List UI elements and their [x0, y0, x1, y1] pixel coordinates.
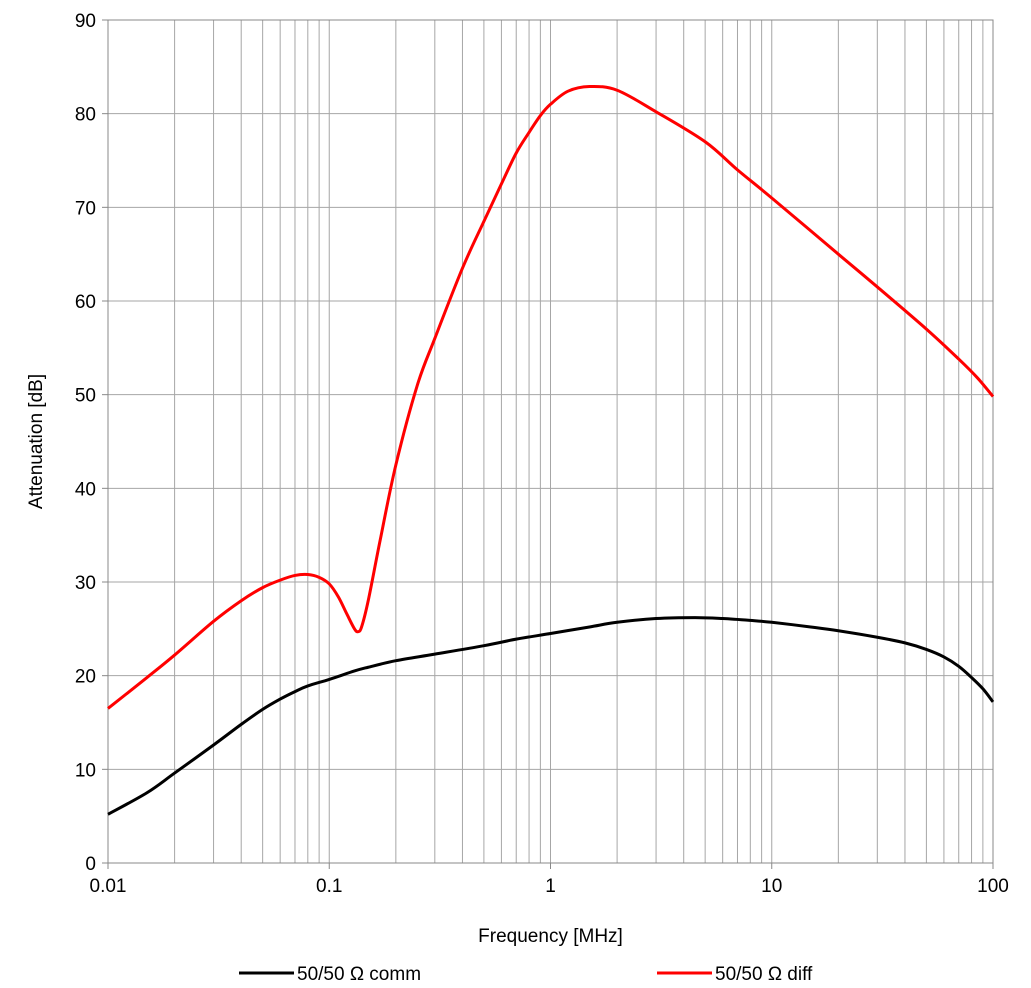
y-axis-title: Attenuation [dB] [26, 374, 47, 509]
series-line-diff [107, 84, 995, 710]
y-tick-label: 30 [75, 573, 96, 594]
legend-label-comm: 50/50 Ω comm [297, 964, 421, 985]
legend-label-diff: 50/50 Ω diff [715, 964, 813, 985]
series-line-comm [107, 616, 995, 816]
y-tick-label: 70 [75, 198, 96, 219]
y-tick-label: 20 [75, 667, 96, 688]
x-tick-label: 10 [761, 876, 782, 897]
series-lines [107, 84, 995, 816]
y-tick-label: 60 [75, 292, 96, 313]
x-tick-label: 0.1 [316, 876, 342, 897]
y-tick-label: 80 [75, 105, 96, 126]
y-tick-label: 0 [85, 854, 96, 875]
grid-lines [107, 19, 993, 864]
y-tick-labels: 0 10 20 30 40 50 60 70 80 90 [75, 11, 108, 875]
x-tick-label: 0.01 [90, 876, 127, 897]
y-tick-label: 40 [75, 479, 96, 500]
y-tick-label: 90 [75, 11, 96, 32]
y-tick-label: 50 [75, 386, 96, 407]
y-tick-label: 10 [75, 760, 96, 781]
x-tick-labels: 0.01 0.1 1 10 100 [90, 863, 1009, 897]
legend: 50/50 Ω comm 50/50 Ω diff [239, 964, 813, 985]
x-axis-title: Frequency [MHz] [478, 926, 623, 947]
x-tick-label: 100 [977, 876, 1009, 897]
x-tick-label: 1 [545, 876, 556, 897]
